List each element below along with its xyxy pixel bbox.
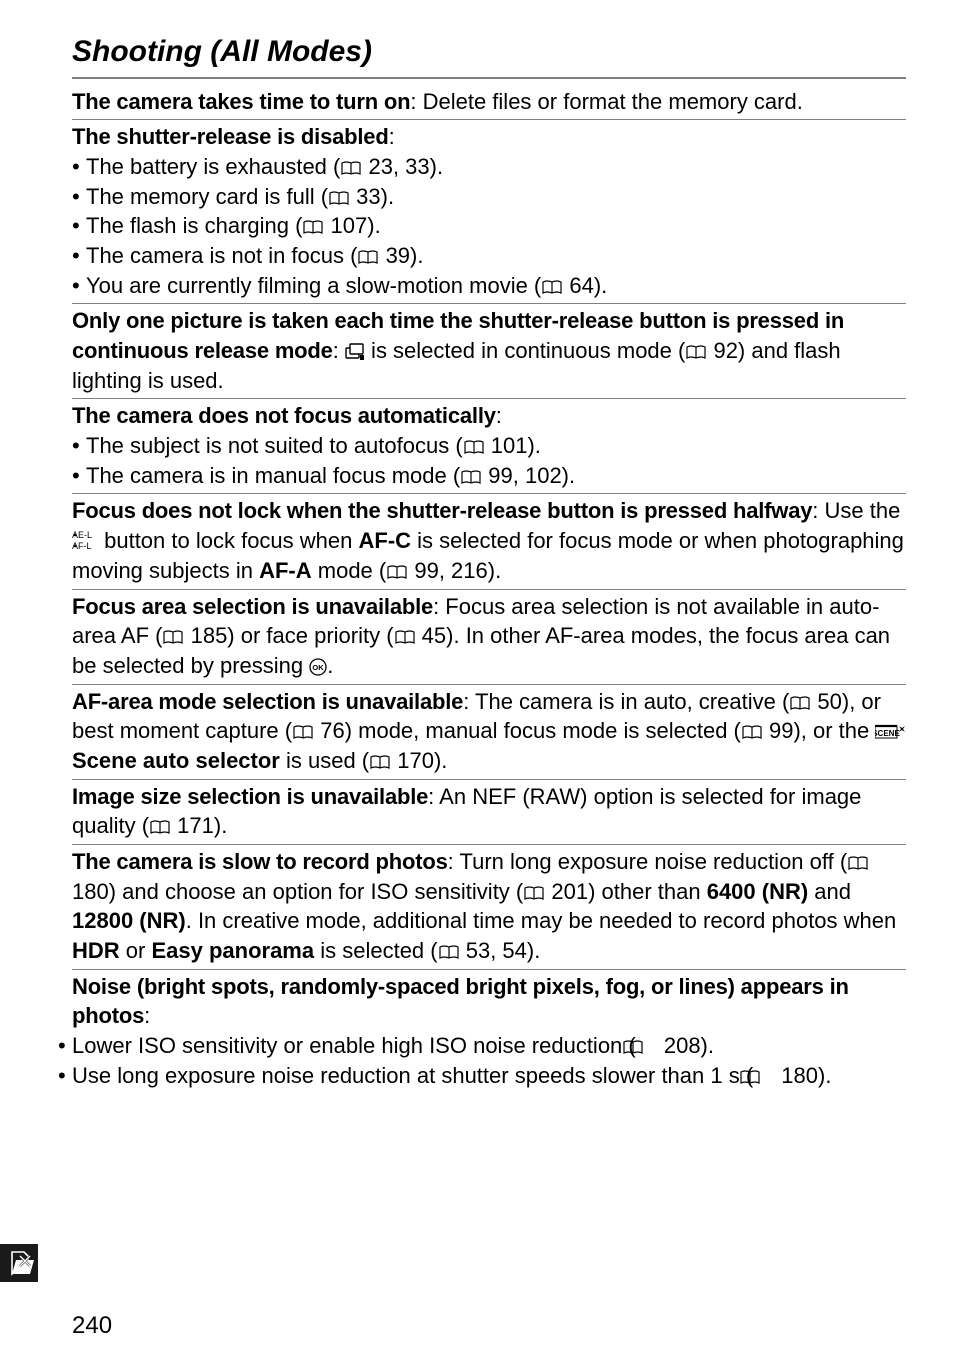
bullet-item: The memory card is full ( 33). xyxy=(72,182,906,212)
page-ref-icon xyxy=(358,243,378,258)
entry: The camera takes time to turn on: Delete… xyxy=(72,85,906,121)
page-ref-icon xyxy=(637,1033,657,1048)
page-ref-icon xyxy=(524,879,544,894)
page-ref-icon xyxy=(341,154,361,169)
page-ref-icon xyxy=(439,938,459,953)
entries-container: The camera takes time to turn on: Delete… xyxy=(72,85,906,1094)
page-ref-icon xyxy=(395,623,415,638)
page-ref-icon xyxy=(303,213,323,228)
entry-lead: The shutter-release is disabled xyxy=(72,124,389,149)
bullet-item: The camera is in manual focus mode ( 99,… xyxy=(72,461,906,491)
entry-lead: AF-area mode selection is unavailable xyxy=(72,689,463,714)
page-ref-icon xyxy=(464,433,484,448)
entry-lead: Noise (bright spots, randomly-spaced bri… xyxy=(72,974,849,1029)
bullet-item: You are currently filming a slow-motion … xyxy=(72,271,906,301)
continuous-mode-icon xyxy=(345,339,365,357)
entry: AF-area mode selection is unavailable: T… xyxy=(72,685,906,780)
ae-af-lock-icon: AE-LAF-L xyxy=(72,529,98,551)
entry: Only one picture is taken each time the … xyxy=(72,304,906,399)
page-ref-icon xyxy=(790,689,810,704)
page-ref-icon xyxy=(150,813,170,828)
svg-text:SCENE: SCENE xyxy=(875,729,900,738)
svg-text:OK: OK xyxy=(313,663,325,672)
entry-body: : Delete files or format the memory card… xyxy=(410,89,802,114)
page-ref-icon xyxy=(329,184,349,199)
bullet-list: The subject is not suited to autofocus (… xyxy=(72,431,906,490)
entry: The shutter-release is disabled: The batt… xyxy=(72,120,906,304)
entry-lead: The camera is slow to record photos xyxy=(72,849,448,874)
entry: Focus area selection is unavailable: Foc… xyxy=(72,590,906,685)
page-ref-icon xyxy=(742,718,762,733)
page-ref-icon xyxy=(387,558,407,573)
ok-button-icon: OK xyxy=(309,654,327,672)
bullet-item: Lower ISO sensitivity or enable high ISO… xyxy=(72,1031,906,1061)
entry-body: : xyxy=(496,403,502,428)
bullet-item: The flash is charging ( 107). xyxy=(72,211,906,241)
entry: The camera does not focus automatically:… xyxy=(72,399,906,494)
entry-body: : xyxy=(389,124,395,149)
entry-lead: Image size selection is unavailable xyxy=(72,784,428,809)
entry-body: : xyxy=(144,1003,150,1028)
page-ref-icon xyxy=(686,338,706,353)
entry-lead: The camera takes time to turn on xyxy=(72,89,410,114)
page: Shooting (All Modes) The camera takes ti… xyxy=(0,0,954,1370)
page-ref-icon xyxy=(163,623,183,638)
bullet-item: The subject is not suited to autofocus (… xyxy=(72,431,906,461)
entry: The camera is slow to record photos: Tur… xyxy=(72,845,906,970)
entry-lead: The camera does not focus automatically xyxy=(72,403,496,428)
bullet-item: The camera is not in focus ( 39). xyxy=(72,241,906,271)
section-title: Shooting (All Modes) xyxy=(72,32,906,73)
entry: Focus does not lock when the shutter-rel… xyxy=(72,494,906,589)
bullet-item: Use long exposure noise reduction at shu… xyxy=(72,1061,906,1091)
bullet-item: The battery is exhausted ( 23, 33). xyxy=(72,152,906,182)
page-ref-icon xyxy=(293,718,313,733)
bullet-list: Lower ISO sensitivity or enable high ISO… xyxy=(72,1031,906,1090)
entry-lead: Focus does not lock when the shutter-rel… xyxy=(72,498,812,523)
title-rule xyxy=(72,77,906,79)
footer: 240 xyxy=(72,1244,906,1342)
entry-lead: Focus area selection is unavailable xyxy=(72,594,433,619)
page-ref-icon xyxy=(848,849,868,864)
page-ref-icon xyxy=(370,748,390,763)
scene-auto-icon: SCENE xyxy=(875,718,905,734)
page-ref-icon xyxy=(754,1063,774,1078)
page-number: 240 xyxy=(72,1310,906,1342)
bullet-list: The battery is exhausted ( 23, 33).The m… xyxy=(72,152,906,300)
entry: Noise (bright spots, randomly-spaced bri… xyxy=(72,970,906,1094)
section-tab-icon xyxy=(0,1244,38,1282)
entry: Image size selection is unavailable: An … xyxy=(72,780,906,845)
page-ref-icon xyxy=(542,273,562,288)
page-ref-icon xyxy=(461,463,481,478)
